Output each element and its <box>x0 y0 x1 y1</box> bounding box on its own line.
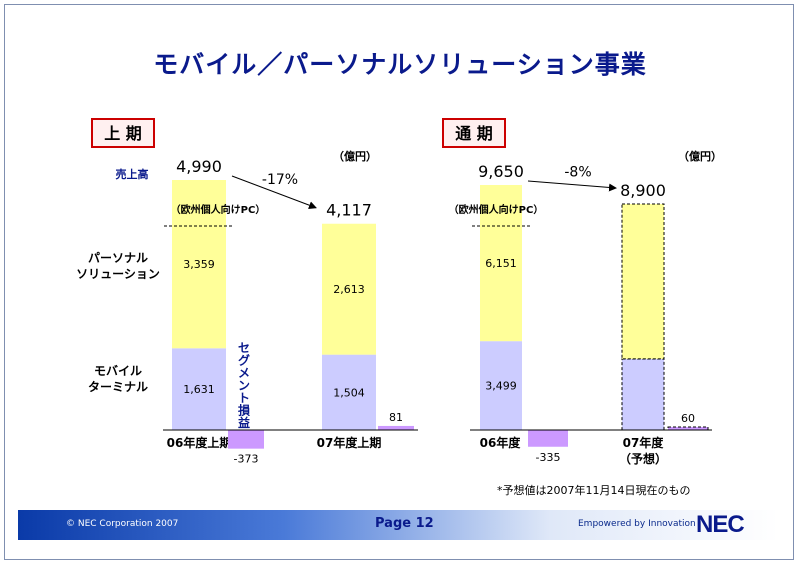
unit-label: （億円） <box>333 149 377 163</box>
segment-profit-label: セグメント損益 <box>238 341 251 430</box>
category-label: 06年度上期 <box>167 435 232 450</box>
unit-label: （億円） <box>678 149 722 163</box>
change-percent: -17% <box>262 172 298 188</box>
segment-profit-bar <box>228 430 264 449</box>
row-label-mobile: モバイルターミナル <box>88 364 148 394</box>
europe-pc-label: （欧州個人向けPC） <box>449 203 544 216</box>
bar-personal-solution <box>621 203 665 360</box>
bar-value-personal: 6,151 <box>485 257 517 270</box>
segment-profit-value: -335 <box>536 451 561 464</box>
bar-value-mobile: 3,499 <box>485 380 517 393</box>
bar-mobile-terminal <box>322 354 376 430</box>
segment-profit-value: -373 <box>234 453 259 466</box>
footer-bar: © NEC Corporation 2007 Page 12 Empowered… <box>18 506 778 544</box>
bar-mobile-terminal <box>621 358 665 431</box>
panel-label-box <box>442 118 506 148</box>
bar-personal-solution <box>322 223 376 355</box>
bar-value-mobile: 1,631 <box>183 383 215 396</box>
category-label: 07年度上期 <box>317 435 382 450</box>
total-label: 4,117 <box>326 201 372 220</box>
bar-mobile-terminal <box>480 341 522 430</box>
footer-background <box>18 510 778 540</box>
change-arrow <box>527 180 617 192</box>
change-percent: -8% <box>564 165 591 181</box>
total-label: 8,900 <box>620 181 666 200</box>
segment-profit-value: 60 <box>681 412 695 425</box>
forecast-note: *予想値は2007年11月14日現在のもの <box>497 484 691 497</box>
segment-profit-value: 81 <box>389 411 403 424</box>
bar-personal-solution <box>172 180 226 349</box>
bar-value-personal: 2,613 <box>333 283 365 296</box>
bar-value-personal: 3,359 <box>183 258 215 271</box>
panel-label: 上 期 <box>104 124 142 143</box>
footer-page-number: Page 12 <box>375 516 434 531</box>
europe-pc-label: （欧州個人向けPC） <box>171 203 266 216</box>
slide-title: モバイル／パーソナルソリューション事業 <box>153 50 647 79</box>
bar-mobile-terminal <box>172 348 226 430</box>
row-label-personal: パーソナルソリューション <box>76 251 160 281</box>
segment-profit-bar <box>528 430 568 447</box>
segment-profit-bar <box>378 425 414 430</box>
total-label: 4,990 <box>176 157 222 176</box>
footer-slogan: Empowered by Innovation <box>578 519 696 529</box>
total-label: 9,650 <box>478 162 524 181</box>
bar-personal-solution <box>480 185 522 342</box>
sales-label: 売上高 <box>116 167 149 181</box>
panel-label: 通 期 <box>455 124 493 143</box>
nec-logo: NEC <box>696 511 745 538</box>
slide-frame <box>4 4 794 560</box>
panel-label-box <box>91 118 155 148</box>
footer-copyright: © NEC Corporation 2007 <box>66 519 179 529</box>
bar-value-mobile: 1,504 <box>333 386 365 399</box>
category-label: 06年度 <box>480 435 522 450</box>
change-arrow <box>231 175 317 210</box>
category-label: 07年度（予想） <box>619 435 667 466</box>
